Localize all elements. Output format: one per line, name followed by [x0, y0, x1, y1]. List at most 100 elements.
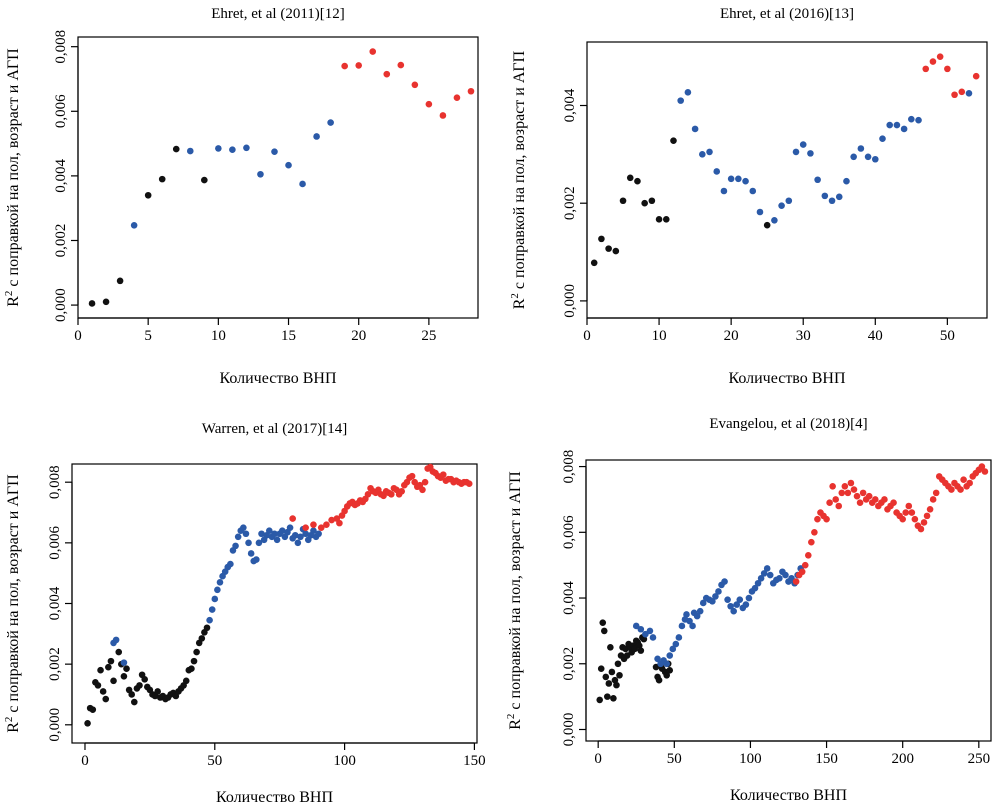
data-point-blue	[291, 531, 299, 539]
data-point-blue	[278, 527, 286, 535]
data-point-red	[932, 489, 940, 497]
data-point-blue	[785, 197, 793, 205]
data-point-blue	[766, 571, 774, 579]
y-axis-label-prefix: R	[5, 722, 22, 733]
data-point-red	[929, 58, 937, 65]
data-point-red	[856, 499, 864, 507]
data-point-black	[190, 657, 198, 665]
x-tick-label: 40	[868, 328, 883, 344]
chart-title: Ehret, et al (2016)[13]	[720, 6, 854, 22]
data-point-red	[465, 480, 473, 488]
y-axis-label-superscript: 2	[509, 293, 521, 299]
data-point-black	[663, 671, 670, 679]
data-point-black	[602, 673, 610, 681]
data-point-blue	[814, 176, 821, 184]
data-point-blue	[313, 133, 320, 140]
data-point-black	[105, 663, 112, 671]
points-group	[590, 53, 980, 267]
data-point-black	[614, 660, 622, 668]
y-tick-label: 0,004	[53, 159, 69, 193]
data-point-black	[623, 652, 631, 659]
data-point-red	[911, 515, 919, 523]
data-point-red	[829, 482, 836, 490]
data-point-blue	[299, 180, 306, 188]
data-point-blue	[683, 611, 690, 618]
data-point-blue	[706, 148, 713, 156]
data-point-red	[926, 505, 934, 513]
data-point-blue	[799, 141, 807, 148]
y-axis-label-superscript: 2	[505, 714, 517, 720]
data-point-blue	[632, 622, 640, 630]
y-tick-label: 0,000	[562, 284, 578, 318]
data-point-red	[957, 486, 964, 493]
data-point-blue	[696, 607, 704, 615]
data-point-blue	[227, 560, 234, 568]
data-point-red	[835, 502, 843, 510]
data-point-blue	[871, 155, 879, 163]
data-point-red	[798, 568, 806, 576]
data-point-blue	[821, 192, 829, 200]
y-tick-label: 0,008	[53, 30, 69, 64]
chart-title: Ehret, et al (2011)[12]	[211, 6, 345, 22]
data-point-red	[844, 489, 852, 497]
data-point-blue	[900, 125, 908, 133]
data-point-black	[88, 300, 96, 307]
data-point-blue	[211, 595, 219, 603]
data-point-black	[607, 644, 614, 651]
data-point-red	[411, 81, 419, 89]
data-point-red	[826, 499, 833, 507]
data-point-blue	[315, 530, 322, 538]
data-point-black	[604, 693, 611, 700]
data-point-blue	[724, 596, 731, 603]
data-point-black	[144, 191, 152, 199]
scatter-chart-ehret-2011: Ehret, et al (2011)[12] 0 5 10 15 20 25 0,000 0,…	[3, 6, 479, 387]
y-tick-label: 0,006	[53, 94, 69, 128]
x-tick-label: 0	[81, 753, 89, 769]
data-point-blue	[245, 539, 252, 547]
data-point-red	[905, 502, 913, 510]
x-tick-label: 50	[207, 753, 222, 769]
data-point-blue	[229, 146, 236, 154]
data-point-black	[188, 665, 195, 673]
data-point-blue	[756, 208, 764, 216]
data-point-red	[936, 53, 944, 60]
data-point-red	[865, 492, 873, 500]
data-point-black	[613, 681, 620, 689]
y-axis-label-text: с поправкой на пол, возраст и АГП	[507, 471, 524, 714]
data-point-red	[801, 561, 809, 569]
data-point-red	[814, 515, 821, 523]
data-point-blue	[757, 575, 765, 582]
data-point-blue	[310, 527, 317, 535]
x-tick-label: 5	[144, 328, 152, 344]
data-point-black	[641, 199, 648, 207]
data-point-blue	[247, 550, 255, 557]
data-point-blue	[297, 533, 304, 541]
data-point-blue	[782, 571, 789, 579]
y-tick-label: 0,002	[47, 647, 63, 681]
data-point-red	[871, 496, 879, 503]
data-point-black	[605, 245, 612, 252]
data-point-black	[84, 719, 91, 727]
data-point-black	[97, 666, 104, 674]
x-axis-label: Количество ВНП	[728, 370, 846, 387]
x-tick-label: 0	[594, 751, 602, 767]
data-point-blue	[214, 586, 221, 594]
data-point-blue	[677, 97, 684, 104]
data-point-blue	[835, 193, 843, 201]
data-point-blue	[754, 579, 762, 587]
data-point-red	[355, 62, 363, 69]
data-point-black	[619, 197, 627, 205]
data-point-blue	[760, 570, 768, 577]
data-point-red	[383, 70, 391, 78]
data-point-black	[670, 137, 677, 144]
data-point-red	[289, 515, 296, 522]
x-tick-label: 0	[74, 328, 82, 344]
data-point-blue	[709, 598, 716, 605]
data-point-blue	[721, 578, 728, 585]
data-point-black	[612, 247, 620, 255]
points-group	[88, 48, 475, 307]
x-tick-label: 50	[667, 751, 682, 767]
data-point-red	[408, 472, 416, 480]
data-point-blue	[286, 524, 294, 531]
data-point-red	[881, 496, 888, 503]
